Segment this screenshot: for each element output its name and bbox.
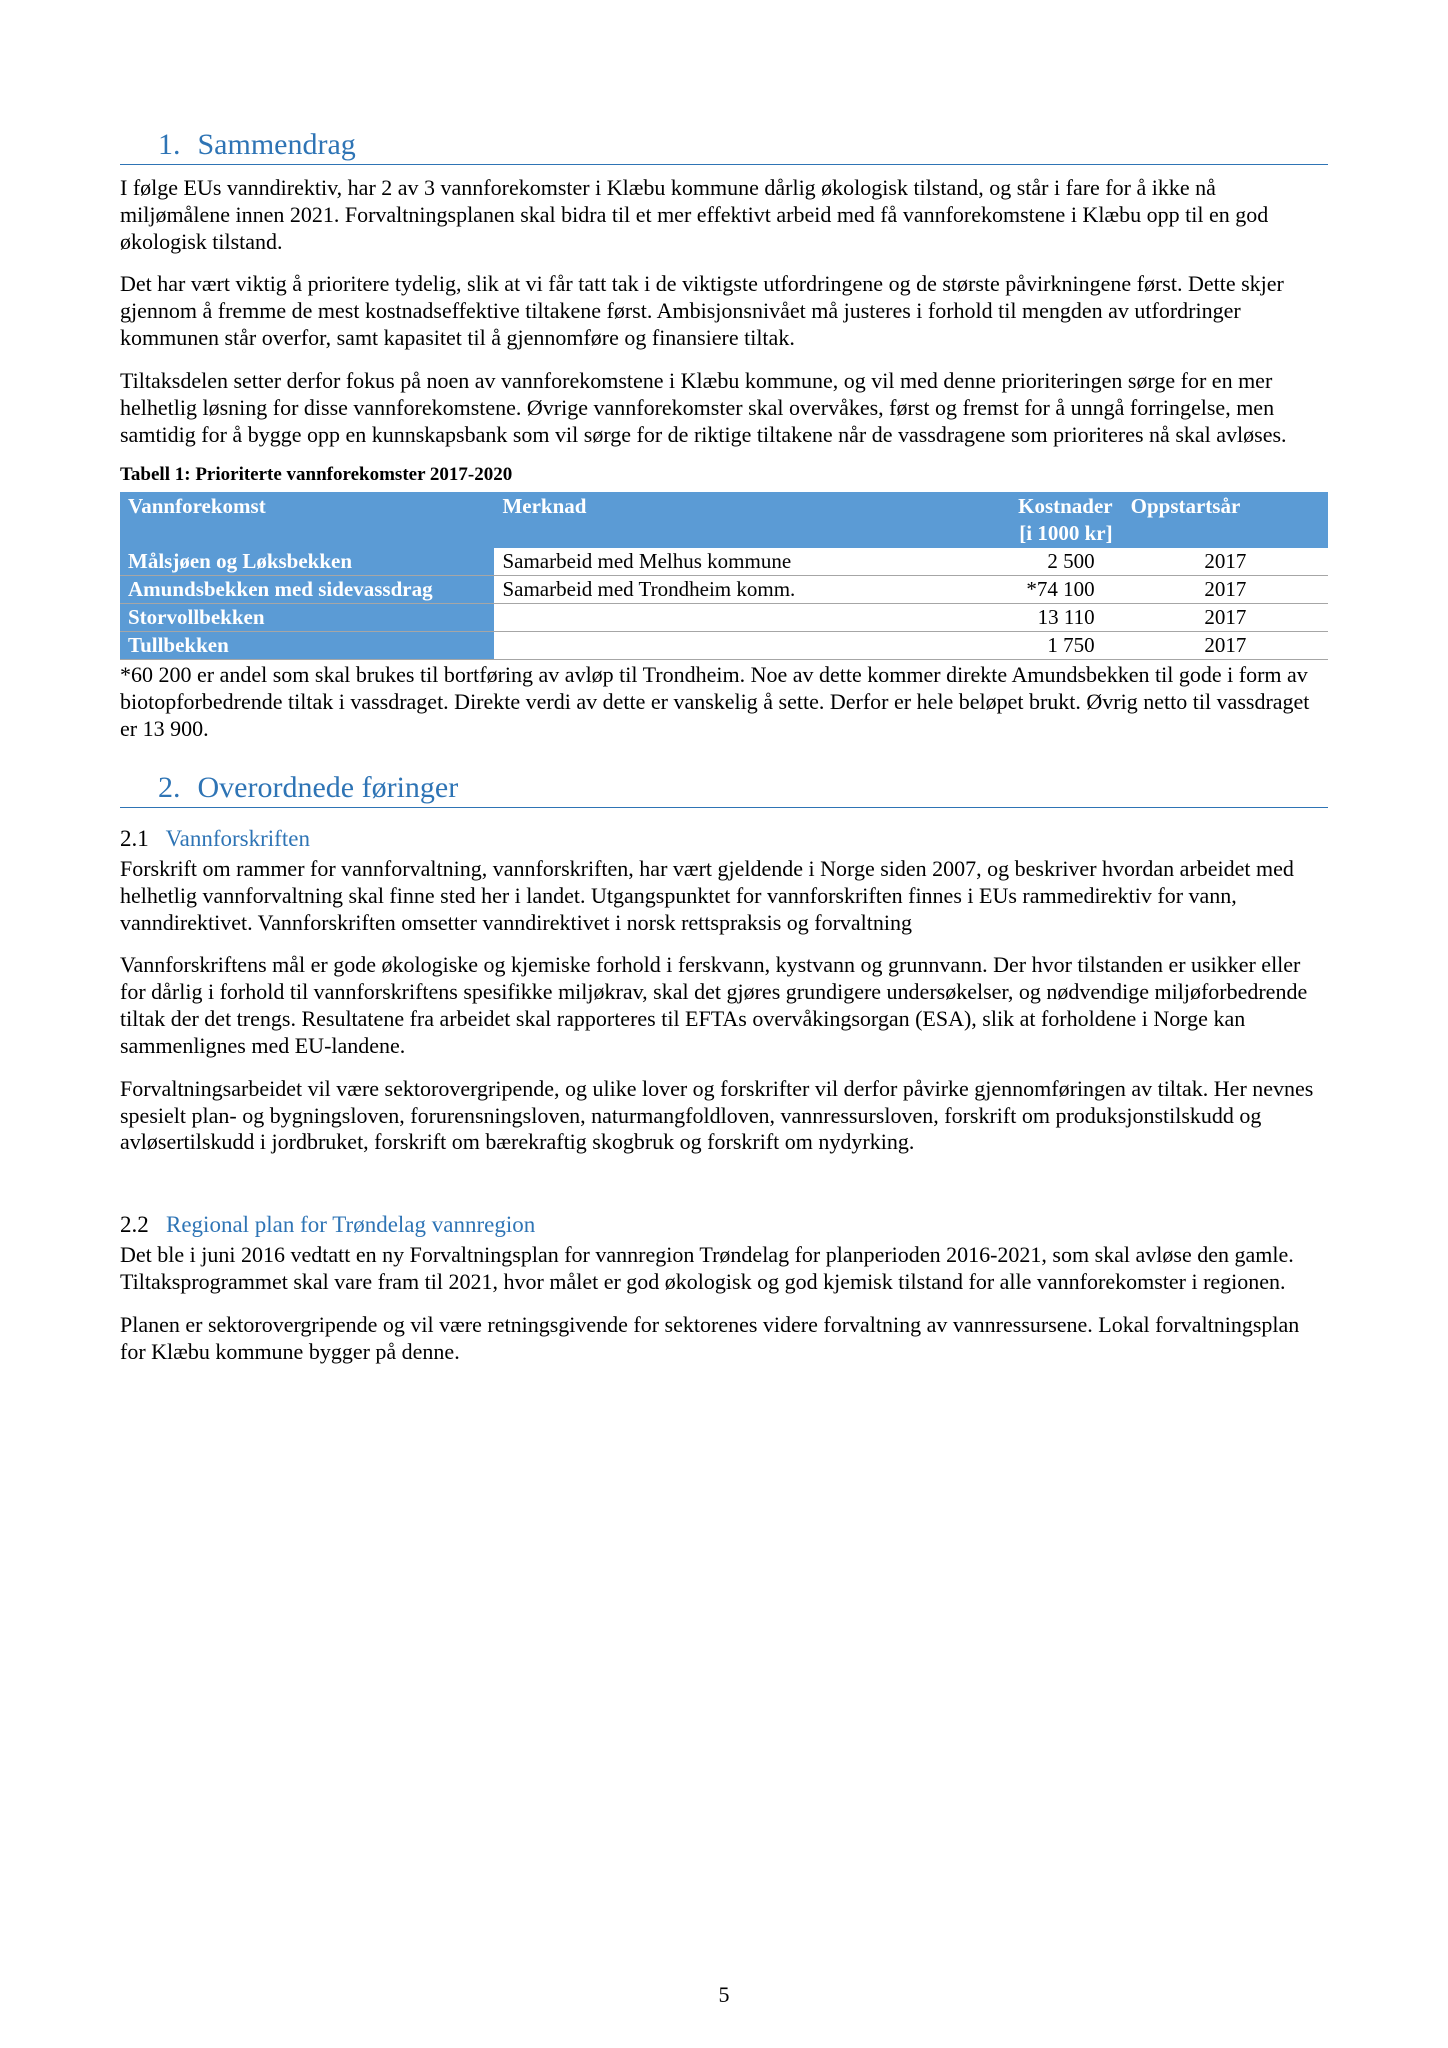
row-name: Målsjøen og Løksbekken (120, 548, 494, 576)
row-note: Samarbeid med Melhus kommune (494, 548, 905, 576)
paragraph: I følge EUs vanndirektiv, har 2 av 3 van… (120, 175, 1328, 255)
paragraph: Det ble i juni 2016 vedtatt en ny Forval… (120, 1242, 1328, 1296)
row-cost: 13 110 (905, 604, 1122, 632)
section-heading-1: 1. Sammendrag (120, 128, 1328, 165)
col-subheader-empty (1123, 521, 1328, 548)
row-year: 2017 (1123, 548, 1328, 576)
row-name: Amundsbekken med sidevassdrag (120, 576, 494, 604)
row-note (494, 632, 905, 660)
row-cost: *74 100 (905, 576, 1122, 604)
row-name: Storvollbekken (120, 604, 494, 632)
table-footnote: *60 200 er andel som skal brukes til bor… (120, 662, 1328, 742)
row-note: Samarbeid med Trondheim komm. (494, 576, 905, 604)
col-header-kostnader: Kostnader (905, 492, 1122, 521)
table-row: Tullbekken 1 750 2017 (120, 632, 1328, 660)
paragraph: Vannforskriftens mål er gode økologiske … (120, 952, 1328, 1059)
col-header-merknad: Merknad (494, 492, 905, 548)
subsection-number: 2.1 (120, 826, 149, 851)
paragraph: Det har vært viktig å prioritere tydelig… (120, 271, 1328, 351)
subsection-title: Vannforskriften (166, 826, 310, 851)
page-number: 5 (0, 1982, 1448, 2008)
row-note (494, 604, 905, 632)
subsection-heading-2-1: 2.1 Vannforskriften (120, 826, 1328, 852)
section-title: Sammendrag (198, 128, 356, 161)
table-row: Målsjøen og Løksbekken Samarbeid med Mel… (120, 548, 1328, 576)
section-heading-2: 2. Overordnede føringer (120, 771, 1328, 808)
table-caption: Tabell 1: Prioriterte vannforekomster 20… (120, 464, 1328, 486)
paragraph: Planen er sektorovergripende og vil være… (120, 1312, 1328, 1366)
section-title: Overordnede føringer (198, 771, 459, 804)
subsection-heading-2-2: 2.2 Regional plan for Trøndelag vannregi… (120, 1212, 1328, 1238)
row-cost: 2 500 (905, 548, 1122, 576)
paragraph: Tiltaksdelen setter derfor fokus på noen… (120, 368, 1328, 448)
table-row: Storvollbekken 13 110 2017 (120, 604, 1328, 632)
paragraph: Forvaltningsarbeidet vil være sektorover… (120, 1076, 1328, 1156)
row-name: Tullbekken (120, 632, 494, 660)
section-number: 2. (158, 771, 190, 805)
row-year: 2017 (1123, 604, 1328, 632)
subsection-title: Regional plan for Trøndelag vannregion (166, 1212, 535, 1237)
col-subheader-kostnader: [i 1000 kr] (905, 521, 1122, 548)
row-year: 2017 (1123, 576, 1328, 604)
row-year: 2017 (1123, 632, 1328, 660)
section-number: 1. (158, 128, 190, 162)
priorities-table: Vannforekomst Merknad Kostnader Oppstart… (120, 492, 1328, 660)
paragraph: Forskrift om rammer for vannforvaltning,… (120, 856, 1328, 936)
col-header-vannforekomst: Vannforekomst (120, 492, 494, 548)
table-row: Amundsbekken med sidevassdrag Samarbeid … (120, 576, 1328, 604)
subsection-number: 2.2 (120, 1212, 149, 1237)
row-cost: 1 750 (905, 632, 1122, 660)
col-header-oppstart: Oppstartsår (1123, 492, 1328, 521)
